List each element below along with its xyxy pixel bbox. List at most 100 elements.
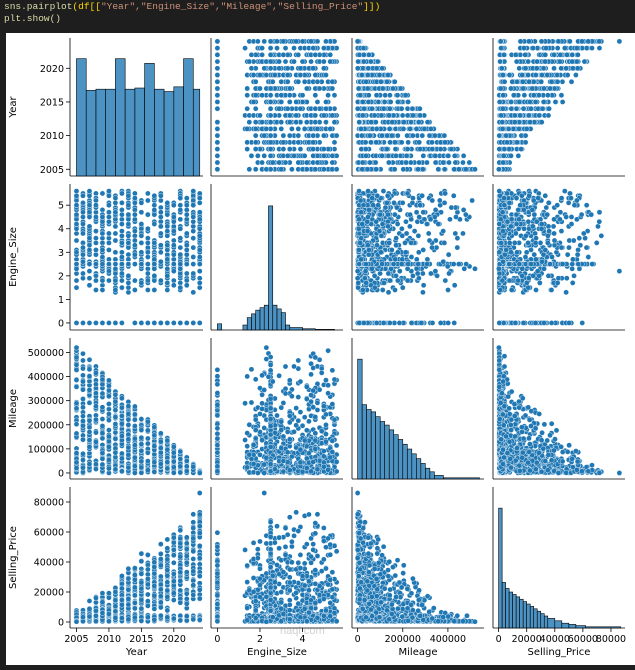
scatter-point [298, 72, 303, 77]
scatter-point [416, 250, 421, 255]
scatter-point [424, 221, 429, 226]
scatter-point [496, 167, 501, 172]
scatter-point [527, 99, 532, 104]
scatter-point [374, 243, 379, 248]
scatter-point [410, 273, 415, 278]
scatter-point [369, 120, 374, 125]
scatter-point [245, 140, 250, 145]
scatter-point [253, 167, 258, 172]
scatter-point [191, 198, 196, 203]
scatter-point [304, 86, 309, 91]
scatter-point [191, 214, 196, 219]
scatter-point [315, 99, 320, 104]
scatter-point [359, 133, 364, 138]
scatter-point [255, 39, 260, 44]
scatter-point [100, 219, 105, 224]
scatter-point [417, 140, 422, 145]
scatter-point [437, 198, 442, 203]
scatter-point [393, 273, 398, 278]
scatter-point [308, 39, 313, 44]
scatter-point [407, 212, 412, 217]
scatter-point [373, 120, 378, 125]
scatter-point [523, 140, 528, 145]
scatter-point [283, 45, 288, 50]
scatter-point [165, 200, 170, 205]
scatter-point [403, 93, 408, 98]
scatter-point [521, 45, 526, 50]
scatter-point [377, 271, 382, 276]
scatter-point [414, 266, 419, 271]
scatter-point [100, 247, 105, 252]
scatter-point [400, 200, 405, 205]
scatter-point [364, 280, 369, 285]
scatter-point [132, 278, 137, 283]
scatter-point [510, 79, 515, 84]
scatter-point [358, 240, 363, 245]
scatter-point [535, 59, 540, 64]
scatter-point [268, 45, 273, 50]
scatter-point [287, 86, 292, 91]
scatter-point [191, 224, 196, 229]
scatter-point [311, 146, 316, 151]
scatter-point [416, 160, 421, 165]
scatter-point [245, 93, 250, 98]
scatter-point [126, 221, 131, 226]
scatter-point [543, 52, 548, 57]
scatter-point [259, 160, 264, 165]
hist-bar [260, 308, 264, 330]
scatter-point [463, 167, 468, 172]
scatter-point [272, 72, 277, 77]
scatter-point [132, 287, 137, 292]
scatter-point [158, 278, 163, 283]
scatter-point [438, 320, 443, 325]
scatter-point [304, 160, 309, 165]
scatter-point [158, 198, 163, 203]
scatter-point [191, 245, 196, 250]
scatter-point [119, 221, 124, 226]
hist-bar [277, 309, 281, 330]
scatter-point [165, 266, 170, 271]
scatter-point [139, 261, 144, 266]
scatter-point [388, 99, 393, 104]
scatter-point [80, 221, 85, 226]
scatter-point [500, 72, 505, 77]
scatter-point [215, 167, 220, 172]
scatter-point [451, 193, 456, 198]
scatter-point [132, 233, 137, 238]
scatter-point [551, 224, 556, 229]
scatter-point [405, 113, 410, 118]
scatter-point [184, 261, 189, 266]
scatter-point [93, 278, 98, 283]
scatter-point [421, 153, 426, 158]
scatter-point [523, 66, 528, 71]
scatter-point [113, 278, 118, 283]
scatter-point [132, 217, 137, 222]
scatter-point [416, 167, 421, 172]
scatter-point [516, 153, 521, 158]
scatter-point [360, 221, 365, 226]
scatter-point [582, 59, 587, 64]
scatter-point [355, 66, 360, 71]
scatter-point [539, 72, 544, 77]
scatter-point [80, 200, 85, 205]
scatter-point [522, 52, 527, 57]
scatter-point [393, 146, 398, 151]
scatter-point [74, 217, 79, 222]
scatter-point [375, 193, 380, 198]
scatter-point [215, 39, 220, 44]
scatter-point [87, 203, 92, 208]
scatter-point [328, 52, 333, 57]
scatter-point [215, 93, 220, 98]
scatter-point [415, 271, 420, 276]
scatter-point [145, 250, 150, 255]
scatter-point [171, 203, 176, 208]
scatter-point [541, 86, 546, 91]
scatter-point [393, 153, 398, 158]
scatter-point [113, 238, 118, 243]
scatter-point [418, 203, 423, 208]
scatter-point [424, 160, 429, 165]
scatter-point [393, 243, 398, 248]
scatter-point [145, 212, 150, 217]
scatter-point [93, 228, 98, 233]
code-function: sns.pairplot [4, 1, 72, 12]
